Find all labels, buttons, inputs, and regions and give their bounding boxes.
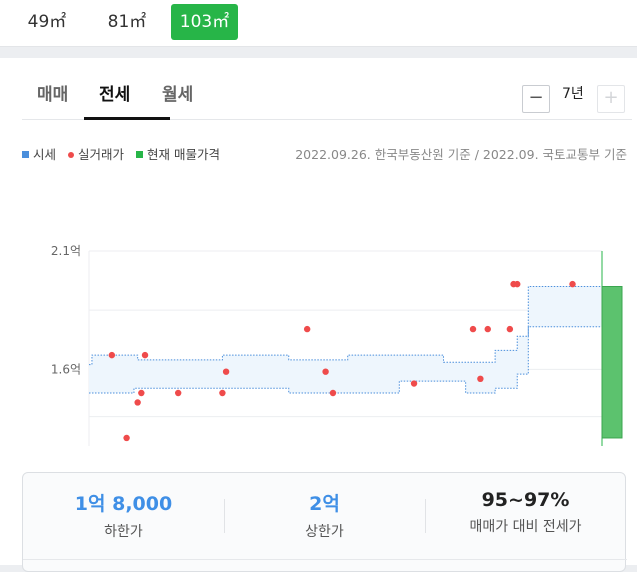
listing-price-bar (601, 286, 623, 439)
trade-point (219, 389, 226, 397)
market-band-lower (89, 326, 602, 394)
trade-point (303, 325, 311, 333)
stat-divider (425, 499, 426, 533)
legend-listing: 현재 매물가격 (136, 147, 220, 162)
legend-actual: 실거래가 (68, 147, 124, 162)
stat-ratio: 95~97% 매매가 대비 전세가 (425, 489, 626, 536)
stat-upper-value: 2억 (309, 493, 340, 515)
period-label: 7년 (562, 86, 584, 102)
stat-divider (224, 499, 225, 533)
stat-upper-label: 상한가 (305, 524, 344, 540)
trade-dot-swatch (68, 152, 74, 158)
size-option-49[interactable]: 49㎡ (27, 12, 67, 32)
trade-point (506, 325, 514, 333)
trade-point (141, 351, 149, 359)
size-option-103[interactable]: 103㎡ (171, 4, 238, 40)
trade-point (514, 280, 521, 288)
size-option-81[interactable]: 81㎡ (107, 12, 147, 32)
stat-lower-value: 1억 8,000 (74, 493, 173, 515)
data-source-note: 2022.09.26. 한국부동산원 기준 / 2022.09. 국토교통부 기… (295, 147, 627, 162)
stat-ratio-label: 매매가 대비 전세가 (469, 519, 582, 535)
chart-legend: 시세 실거래가 현재 매물가격 (22, 144, 228, 163)
stat-upper: 2억 상한가 (224, 489, 425, 541)
trade-point (222, 368, 230, 375)
trade-point (477, 375, 484, 382)
area-size-bar: 49㎡ 81㎡ 103㎡ (0, 0, 637, 47)
market-band (89, 286, 602, 394)
trade-point (410, 380, 418, 387)
trade-point (174, 389, 182, 397)
listing-swatch (136, 151, 143, 158)
y-tick-label: 2.1억 (51, 244, 81, 258)
trade-point (329, 389, 337, 397)
trade-point (469, 325, 477, 333)
price-summary: 1억 8,000 하한가 2억 상한가 95~97% 매매가 대비 전세가 (22, 472, 627, 572)
period-decrease-button[interactable]: − (522, 85, 550, 113)
trade-point (138, 389, 145, 397)
price-chart: 2.1억1.6억1.2억15.1017.0318.0820.0221.07매물가… (51, 244, 623, 446)
period-increase-button[interactable]: + (597, 85, 625, 113)
y-tick-label: 1.6억 (51, 362, 81, 376)
summary-divider-line (23, 559, 627, 560)
active-tab-indicator (84, 117, 170, 120)
trade-point (123, 434, 130, 442)
stat-lower-label: 하한가 (104, 524, 143, 540)
legend-listing-label: 현재 매물가격 (147, 147, 220, 162)
market-band-fill (89, 286, 602, 393)
legend-market-label: 시세 (33, 147, 57, 162)
trade-point (322, 368, 329, 375)
trade-point (108, 351, 116, 359)
price-panel: 매매 전세 월세 − 7년 + 시세 실거래가 현재 매물가격 2022.09.… (0, 58, 637, 572)
stat-lower: 1억 8,000 하한가 (23, 489, 224, 541)
trade-points (108, 280, 576, 442)
market-swatch (22, 151, 29, 158)
legend-actual-label: 실거래가 (78, 147, 125, 162)
listing-bar (601, 251, 623, 446)
market-band-upper (89, 286, 602, 366)
trade-type-tabs: 매매 전세 월세 − 7년 + (22, 58, 632, 120)
trade-point (569, 280, 576, 288)
trade-point (134, 399, 141, 406)
tab-jeonse[interactable]: 전세 (99, 85, 131, 105)
chart-axes: 2.1억1.6억1.2억15.1017.0318.0820.0221.07매물가… (51, 244, 81, 376)
stat-ratio-value: 95~97% (481, 489, 570, 511)
legend-market: 시세 (22, 147, 56, 162)
trade-point (484, 325, 491, 333)
tab-monthly-rent[interactable]: 월세 (162, 85, 194, 105)
tab-sale[interactable]: 매매 (37, 85, 69, 105)
